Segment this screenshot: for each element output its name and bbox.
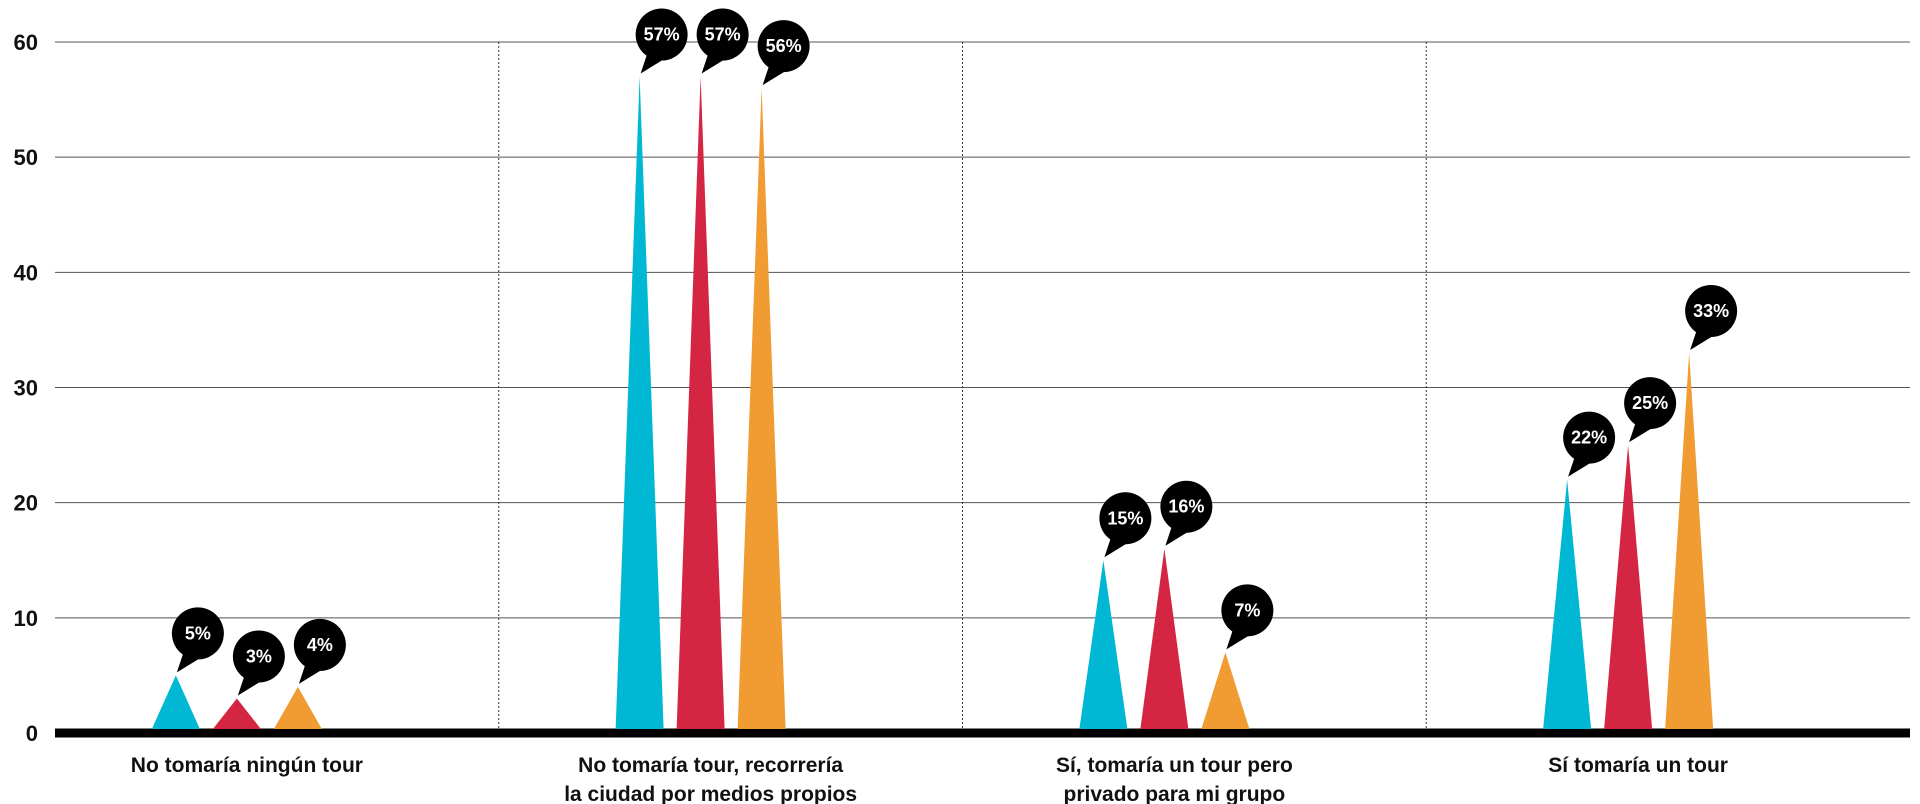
data-label: 16%	[1168, 497, 1204, 517]
y-tick-label: 60	[14, 30, 38, 55]
data-label-bubble	[171, 607, 224, 660]
data-label: 4%	[307, 635, 333, 655]
triangle-bar	[151, 675, 200, 729]
triangle-bar	[1665, 352, 1714, 729]
x-category-label: la ciudad por medios propios	[564, 783, 857, 804]
triangle-bar	[1079, 560, 1128, 729]
data-label-bubble	[1563, 411, 1616, 464]
data-label-bubble	[635, 8, 688, 61]
data-label-bubble	[1221, 584, 1274, 637]
x-category-label: No tomaría ningún tour	[131, 754, 363, 777]
triangle-bar	[1604, 445, 1653, 729]
triangle-bar	[1201, 652, 1250, 729]
data-label-bubble	[293, 618, 346, 671]
triangle-bar	[212, 698, 261, 729]
data-label-bubble	[1160, 480, 1213, 533]
y-tick-label: 0	[26, 721, 38, 746]
triangle-bar	[737, 88, 786, 730]
data-label-bubble	[757, 20, 810, 73]
data-label: 57%	[644, 25, 680, 45]
x-category-label: privado para mi grupo	[1064, 783, 1286, 804]
data-label: 25%	[1632, 393, 1668, 413]
y-tick-label: 30	[14, 376, 38, 401]
data-label-bubble	[1099, 492, 1152, 545]
triangle-bar	[1543, 479, 1592, 729]
data-label-bubble	[696, 8, 749, 61]
x-category-label: Sí, tomaría un tour pero	[1056, 754, 1293, 777]
x-category-label: No tomaría tour, recorrería	[578, 754, 843, 777]
data-label: 56%	[766, 36, 802, 56]
data-label: 57%	[705, 25, 741, 45]
x-category-label: Sí tomaría un tour	[1548, 754, 1728, 777]
data-label: 3%	[246, 646, 272, 666]
data-label: 7%	[1234, 600, 1260, 620]
data-label-bubble	[232, 630, 285, 683]
y-tick-label: 40	[14, 260, 38, 285]
data-label: 33%	[1693, 301, 1729, 321]
triangle-bar	[1140, 548, 1189, 729]
data-label: 15%	[1107, 508, 1143, 528]
y-tick-label: 50	[14, 145, 38, 170]
y-tick-label: 20	[14, 491, 38, 516]
data-label: 5%	[185, 623, 211, 643]
data-label: 22%	[1571, 428, 1607, 448]
triangle-bar	[676, 76, 725, 730]
triangle-bar	[273, 686, 322, 729]
data-label-bubble	[1685, 284, 1738, 337]
triangle-bar	[615, 76, 664, 730]
data-label-bubble	[1624, 377, 1677, 430]
y-tick-label: 10	[14, 606, 38, 631]
